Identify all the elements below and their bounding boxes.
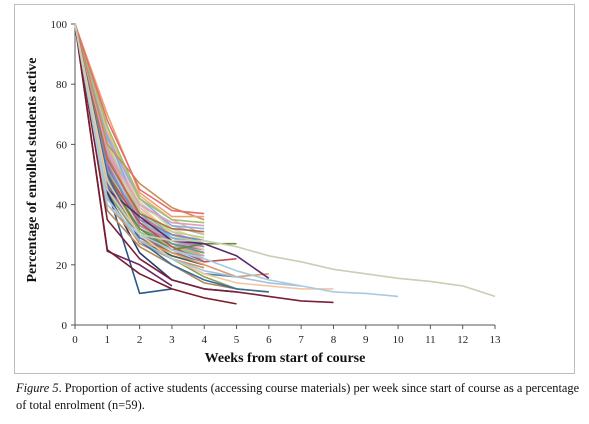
y-tick-label: 100 xyxy=(51,19,68,31)
series-line xyxy=(74,23,302,287)
y-tick-label: 60 xyxy=(56,139,68,151)
series-lines xyxy=(74,23,496,305)
y-axis-title: Percentage of enrolled students active xyxy=(25,58,40,283)
chart-frame: 0 20 40 60 80 100 0 1 2 3 4 5 6 7 8 9 10 11 12 13 Weeks fro… xyxy=(14,4,575,374)
x-tick-label: 10 xyxy=(393,334,405,346)
caption-text: . Proportion of active students (accessi… xyxy=(16,381,580,412)
series-line xyxy=(74,23,237,290)
x-tick-label: 0 xyxy=(72,334,78,346)
series-line xyxy=(74,23,269,293)
x-tick-label: 4 xyxy=(201,334,207,346)
figure-caption: Figure 5. Proportion of active students … xyxy=(16,380,586,414)
x-tick-label: 7 xyxy=(298,334,304,346)
x-tick-label: 8 xyxy=(331,334,337,346)
x-tick-label: 9 xyxy=(363,334,369,346)
series-line xyxy=(74,23,334,290)
x-tick-label: 11 xyxy=(425,334,436,346)
x-tick-label: 6 xyxy=(266,334,272,346)
y-tick-label: 80 xyxy=(56,79,68,91)
series-line xyxy=(74,23,496,298)
series-line xyxy=(74,23,205,224)
y-tick-label: 0 xyxy=(62,320,68,332)
x-tick-label: 3 xyxy=(169,334,175,346)
x-tick-label: 2 xyxy=(137,334,143,346)
series-line xyxy=(74,23,205,242)
series-line xyxy=(74,23,205,218)
y-tick-label: 40 xyxy=(56,200,68,212)
caption-figure-label: Figure 5 xyxy=(16,381,59,395)
x-tick-label: 12 xyxy=(457,334,468,346)
x-tick-label: 13 xyxy=(490,334,502,346)
x-axis-title: Weeks from start of course xyxy=(205,351,366,366)
series-line xyxy=(74,23,205,233)
series-line xyxy=(74,23,334,304)
series-line xyxy=(74,23,205,236)
series-line xyxy=(74,23,205,227)
y-tick-label: 20 xyxy=(56,260,68,272)
series-line xyxy=(74,23,399,298)
x-tick-label: 1 xyxy=(105,334,111,346)
series-line xyxy=(74,23,205,215)
series-line xyxy=(74,23,237,305)
x-tick-label: 5 xyxy=(234,334,240,346)
